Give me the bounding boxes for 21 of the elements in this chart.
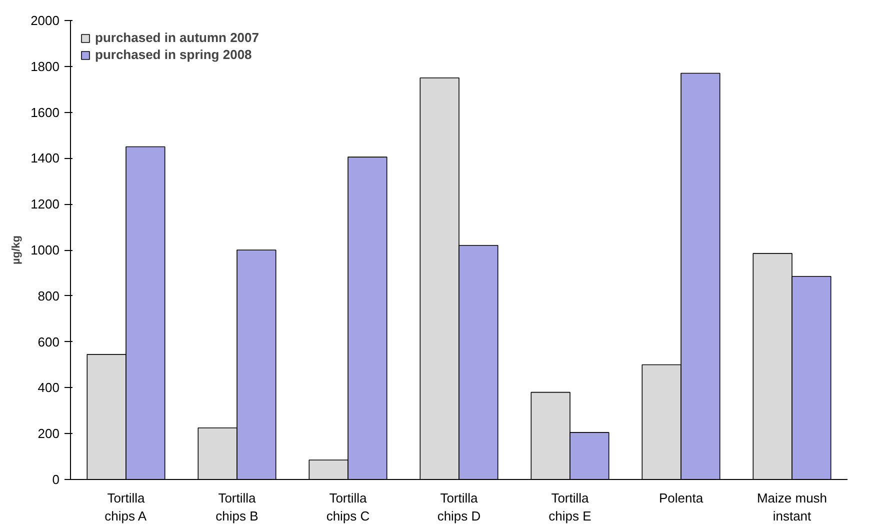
y-tick-label: 400 xyxy=(38,380,60,396)
y-tick-label: 2000 xyxy=(30,13,60,28)
y-axis-title: µg/kg xyxy=(10,236,23,264)
y-tick-label: 1400 xyxy=(30,150,60,166)
x-tick-label: Maize mush instant xyxy=(756,490,828,524)
y-tick-label: 800 xyxy=(38,288,60,304)
x-tick-label: Tortilla chips E xyxy=(548,490,592,524)
y-tick-label: 1800 xyxy=(30,58,60,74)
x-tick-label: Tortilla chips D xyxy=(437,490,481,524)
y-tick-label: 600 xyxy=(38,334,60,350)
y-tick-label: 1000 xyxy=(30,242,60,258)
y-tick-label: 1600 xyxy=(30,104,60,120)
y-tick-label: 1200 xyxy=(30,196,60,212)
legend-label: purchased in autumn 2007 xyxy=(95,30,259,45)
y-tick-label: 0 xyxy=(52,472,60,487)
x-tick-label: Polenta xyxy=(658,490,704,506)
x-tick-label: Tortilla chips B xyxy=(216,490,258,524)
x-tick-label: Tortilla chips C xyxy=(326,490,370,524)
x-tick-label: Tortilla chips A xyxy=(104,490,147,524)
y-tick-label: 200 xyxy=(38,426,60,442)
legend-label: purchased in spring 2008 xyxy=(95,47,252,62)
